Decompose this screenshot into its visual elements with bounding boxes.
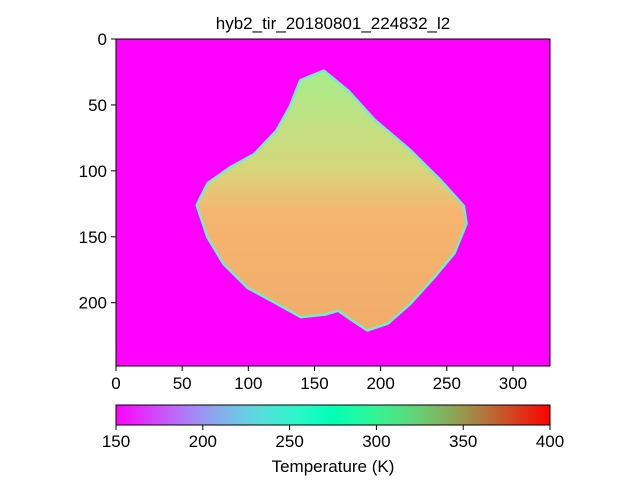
x-tick-label: 250	[433, 374, 461, 393]
y-tick-label: 150	[79, 228, 107, 247]
chart-title: hyb2_tir_20180801_224832_l2	[216, 14, 450, 33]
colorbar-tick-label: 400	[536, 432, 564, 451]
colorbar-ticks: 150 200 250 300 350 400	[102, 425, 564, 451]
x-tick-label: 200	[366, 374, 394, 393]
colorbar-tick-label: 250	[275, 432, 303, 451]
x-tick-label: 300	[499, 374, 527, 393]
heatmap-frame	[115, 38, 551, 367]
asteroid-body	[198, 72, 466, 330]
colorbar-tick-label: 200	[189, 432, 217, 451]
colorbar-tick-label: 350	[449, 432, 477, 451]
colorbar-tick-label: 300	[362, 432, 390, 451]
y-tick-label: 100	[79, 162, 107, 181]
x-tick-label: 150	[300, 374, 328, 393]
colorbar: 150 200 250 300 350 400 Temperature (K)	[102, 404, 564, 476]
x-tick-label: 0	[111, 374, 120, 393]
y-axis: 0 50 100 150 200	[79, 30, 116, 313]
y-tick-label: 50	[88, 96, 107, 115]
x-tick-label: 100	[234, 374, 262, 393]
x-tick-label: 50	[173, 374, 192, 393]
heatmap-image	[116, 39, 550, 366]
x-axis: 0 50 100 150 200 250 300	[111, 366, 527, 393]
y-tick-label: 0	[98, 30, 107, 49]
colorbar-label: Temperature (K)	[272, 457, 395, 476]
colorbar-tick-label: 150	[102, 432, 130, 451]
y-tick-label: 200	[79, 294, 107, 313]
colorbar-gradient	[115, 404, 551, 426]
